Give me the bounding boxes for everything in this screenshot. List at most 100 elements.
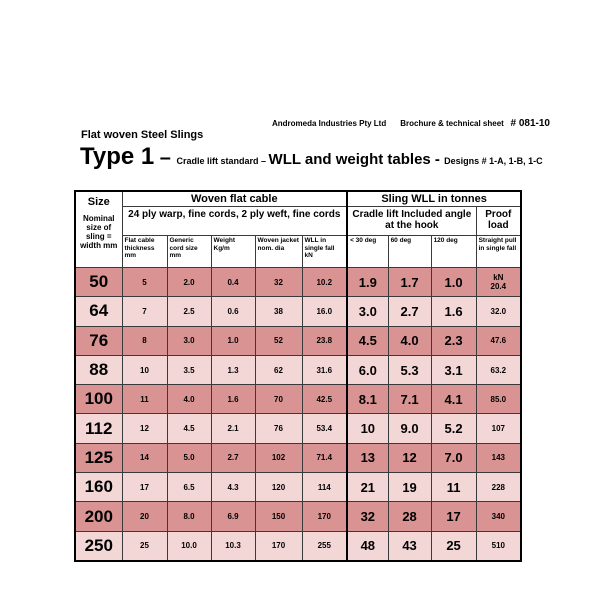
table-row: 250 25 10.0 10.3 170 255 48 43 25 510 [74,530,523,562]
thickness-cell: 7 [121,296,168,327]
wll-120deg-cell: 7.0 [430,442,477,474]
weight-cell: 0.4 [210,266,256,298]
weight-cell: 1.3 [210,354,256,386]
weight-cell: 0.6 [210,296,256,327]
wll-30deg-cell: 48 [346,530,389,562]
wll-120deg-cell: 17 [430,501,477,532]
wll-120deg-cell: 1.0 [430,266,477,298]
table-row: 64 7 2.5 0.6 38 16.0 3.0 2.7 1.6 32.0 [74,296,523,327]
size-header: Size [87,196,110,208]
wll-60deg-cell: 1.7 [387,266,432,298]
table-row: 50 5 2.0 0.4 32 10.2 1.9 1.7 1.0 kN 20.4 [74,266,523,298]
wll-30deg-cell: 1.9 [346,266,389,298]
doc-type: Brochure & technical sheet [400,119,504,128]
weight-cell: 2.7 [210,442,256,474]
product-subtitle: Flat woven Steel Slings [81,129,204,141]
wll-120deg-cell: 1.6 [430,296,477,327]
table-row: 125 14 5.0 2.7 102 71.4 13 12 7.0 143 [74,442,523,474]
cord-cell: 3.5 [166,354,212,386]
cord-cell: 6.5 [166,472,212,503]
weight-cell: 2.1 [210,413,256,444]
wll-60deg-cell: 28 [387,501,432,532]
wll-weight-table: Size Nominal size of sling = width mm Wo… [74,190,523,562]
size-cell: 112 [74,413,123,444]
col-header-jacket: Woven jacket nom. dia [254,235,303,268]
size-cell: 125 [74,442,123,474]
col-header-cord: Generic cord size mm [166,235,212,268]
table-row: 100 11 4.0 1.6 70 42.5 8.1 7.1 4.1 85.0 [74,384,523,415]
wll-60deg-cell: 12 [387,442,432,474]
title-dash-2: - [430,151,445,168]
proof-cell: kN 20.4 [475,266,523,298]
wll-30deg-cell: 3.0 [346,296,389,327]
cord-cell: 4.0 [166,384,212,415]
size-cell: 200 [74,501,123,532]
weight-cell: 1.0 [210,325,256,356]
wll-single-cell: 16.0 [301,296,349,327]
table-row: 160 17 6.5 4.3 120 114 21 19 11 228 [74,472,523,503]
title-type: Type 1 [80,143,155,170]
wll-single-cell: 42.5 [301,384,349,415]
wll-single-cell: 71.4 [301,442,349,474]
thickness-cell: 12 [121,413,168,444]
col-header-weight: Weight Kg/m [210,235,256,268]
wll-single-cell: 53.4 [301,413,349,444]
wll-60deg-cell: 43 [387,530,432,562]
jacket-cell: 70 [254,384,303,415]
proof-cell: 340 [475,501,523,532]
size-header-cell: Size Nominal size of sling = width mm [74,190,123,268]
title-wll: WLL and weight tables [268,151,431,168]
wll-120deg-cell: 4.1 [430,384,477,415]
thickness-cell: 17 [121,472,168,503]
wll-120deg-cell: 2.3 [430,325,477,356]
wll-30deg-cell: 13 [346,442,389,474]
title-dash: – [154,147,177,169]
sling-header: Sling WLL in tonnes [346,190,523,207]
size-cell: 50 [74,266,123,298]
wll-60deg-cell: 2.7 [387,296,432,327]
col-header-30deg: < 30 deg [346,235,389,268]
proof-cell: 510 [475,530,523,562]
company-name: Andromeda Industries Pty Ltd [272,119,387,128]
thickness-cell: 25 [121,530,168,562]
size-cell: 160 [74,472,123,503]
proof-value: 20.4 [490,282,507,292]
proof-cell: 85.0 [475,384,523,415]
proof-cell: 47.6 [475,325,523,356]
cord-cell: 4.5 [166,413,212,444]
col-header-120deg: 120 deg [430,235,477,268]
proof-cell: 63.2 [475,354,523,386]
wll-single-cell: 170 [301,501,349,532]
wll-60deg-cell: 7.1 [387,384,432,415]
table-row: 200 20 8.0 6.9 150 170 32 28 17 340 [74,501,523,532]
size-cell: 88 [74,354,123,386]
wll-120deg-cell: 5.2 [430,413,477,444]
page-title: Type 1 – Cradle lift standard – WLL and … [80,143,543,171]
proof-cell: 107 [475,413,523,444]
proof-cell: 32.0 [475,296,523,327]
cord-cell: 8.0 [166,501,212,532]
size-cell: 64 [74,296,123,327]
wll-single-cell: 114 [301,472,349,503]
wll-single-cell: 23.8 [301,325,349,356]
wll-single-cell: 10.2 [301,266,349,298]
wll-30deg-cell: 10 [346,413,389,444]
cradle-header: Cradle lift Included angle at the hook [346,206,477,236]
weight-cell: 4.3 [210,472,256,503]
thickness-cell: 20 [121,501,168,532]
thickness-cell: 11 [121,384,168,415]
cord-cell: 5.0 [166,442,212,474]
size-cell: 76 [74,325,123,356]
thickness-cell: 5 [121,266,168,298]
jacket-cell: 120 [254,472,303,503]
wll-30deg-cell: 8.1 [346,384,389,415]
wll-120deg-cell: 11 [430,472,477,503]
wll-60deg-cell: 4.0 [387,325,432,356]
title-cradle: Cradle lift standard – [176,156,269,166]
jacket-cell: 52 [254,325,303,356]
wll-120deg-cell: 25 [430,530,477,562]
wll-120deg-cell: 3.1 [430,354,477,386]
jacket-cell: 76 [254,413,303,444]
thickness-cell: 14 [121,442,168,474]
title-designs: Designs # 1-A, 1-B, 1-C [444,156,543,166]
